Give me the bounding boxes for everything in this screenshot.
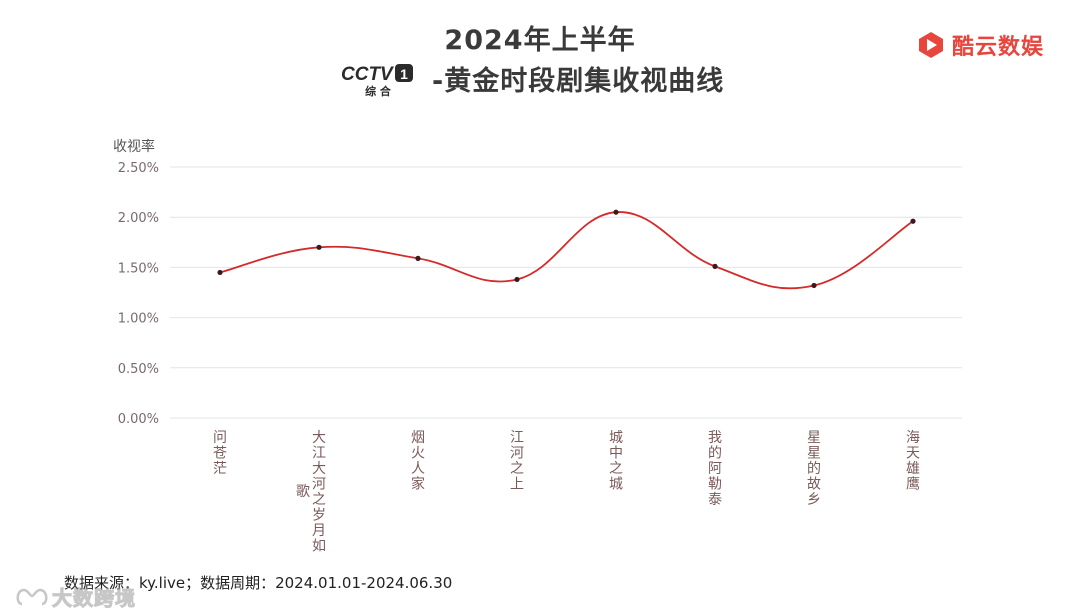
x-tick-label: 烟火人家	[411, 430, 425, 493]
data-source-footer: 数据来源：ky.live；数据周期：2024.01.01-2024.06.30	[64, 574, 453, 592]
chart-title-line2: -黄金时段剧集收视曲线	[432, 65, 725, 97]
series-line	[219, 211, 914, 290]
cctv1-logo: CCTV 1 综 合	[341, 64, 413, 98]
brand-play-icon	[919, 32, 943, 58]
logo-text: CCTV	[341, 64, 394, 85]
logo-number: 1	[400, 66, 408, 82]
data-points	[217, 209, 916, 289]
data-point	[316, 244, 322, 250]
brand-logo: 酷云数娱	[916, 28, 1044, 62]
watermark-icon	[16, 588, 48, 606]
x-tick-label: 江河之上	[510, 430, 524, 493]
data-point	[811, 282, 817, 289]
data-point	[514, 276, 520, 283]
x-tick-label: 问苍茫	[213, 430, 227, 477]
y-tick-label: 1.00%	[118, 312, 159, 327]
brand-name: 酷云数娱	[952, 35, 1045, 60]
x-tick-label: 大江大河之岁月如歌	[296, 430, 326, 555]
data-point	[415, 255, 421, 261]
y-tick-label: 2.00%	[118, 211, 159, 226]
data-point	[910, 218, 916, 224]
logo-sub: 综 合	[365, 84, 392, 98]
data-point	[613, 209, 619, 215]
x-axis-ticks: 问苍茫 大江大河之岁月如歌 烟火人家 江河之上 城中之城 我的阿勒泰 星星的故乡 海天雄鹰	[213, 430, 920, 555]
y-tick-label: 2.50%	[118, 161, 159, 176]
x-tick-label: 星星的故乡	[807, 430, 821, 508]
y-axis-label: 收视率	[113, 138, 155, 155]
logo-number-box	[395, 64, 413, 82]
y-tick-label: 1.50%	[118, 261, 159, 276]
chart-title-line2-row: CCTV 1 综 合 -黄金时段剧集收视曲线	[340, 58, 724, 98]
chart-title-line1: 2024年上半年	[444, 25, 636, 56]
x-tick-label: 城中之城	[609, 430, 623, 493]
x-tick-label: 我的阿勒泰	[708, 430, 722, 508]
data-point	[712, 263, 718, 269]
grid-lines	[170, 166, 962, 419]
x-tick-label: 海天雄鹰	[906, 430, 920, 493]
y-tick-label: 0.50%	[118, 362, 159, 377]
watermark-text: 大数跨境	[52, 585, 136, 610]
y-tick-label: 0.00%	[118, 412, 159, 427]
y-axis-ticks: 0.00% 0.50% 1.00% 1.50% 2.00% 2.50%	[118, 161, 159, 427]
data-point	[217, 269, 223, 276]
watermark: 大数跨境	[14, 581, 136, 611]
